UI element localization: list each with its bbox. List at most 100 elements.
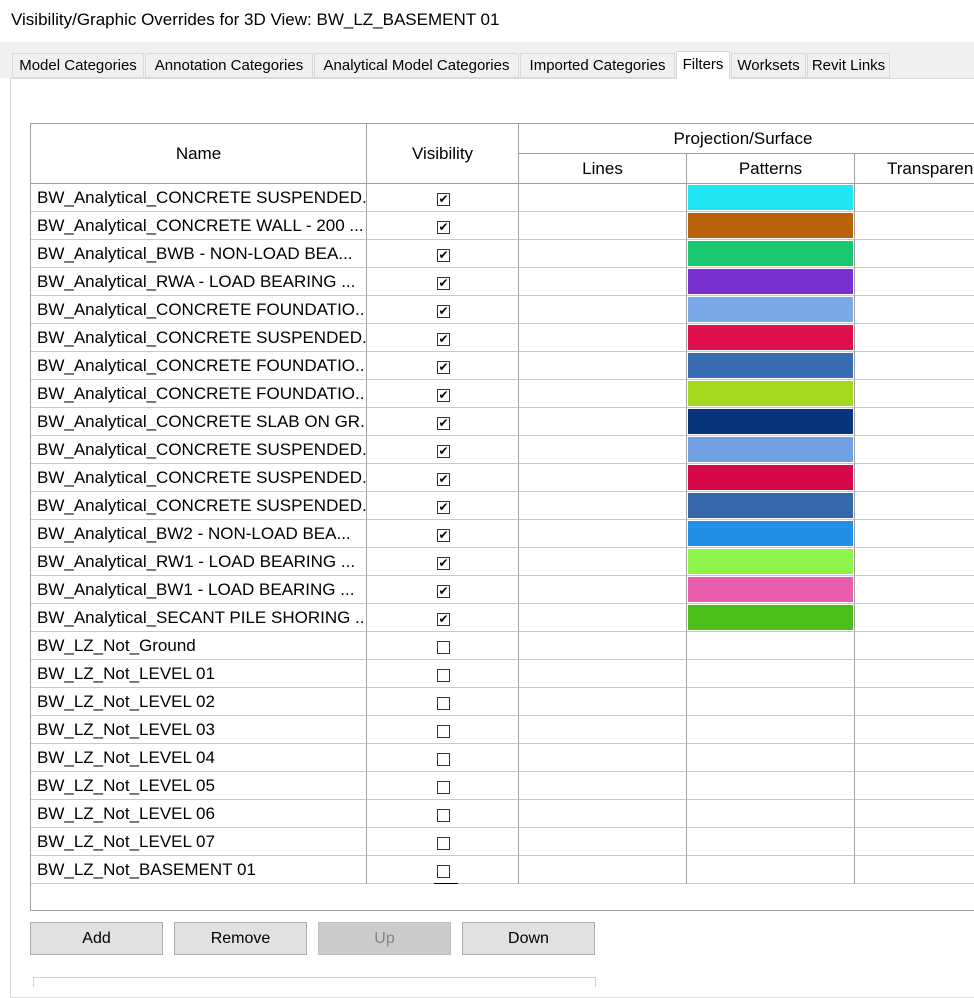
patterns-override-cell[interactable] — [687, 464, 855, 492]
patterns-override-cell[interactable] — [687, 548, 855, 576]
lines-override-cell[interactable] — [519, 240, 687, 268]
remove-button[interactable]: Remove — [174, 922, 307, 955]
transparency-override-cell[interactable] — [855, 576, 974, 604]
table-row[interactable]: BW_Analytical_CONCRETE SUSPENDED... ✔ — [31, 492, 974, 520]
filter-name-cell[interactable]: BW_LZ_Not_LEVEL 05 — [31, 772, 367, 800]
table-row[interactable]: BW_LZ_Not_BASEMENT 01 — [31, 856, 974, 884]
patterns-override-cell[interactable] — [687, 856, 855, 884]
transparency-override-cell[interactable] — [855, 548, 974, 576]
lines-override-cell[interactable] — [519, 380, 687, 408]
filter-name-cell[interactable]: BW_LZ_Not_LEVEL 03 — [31, 716, 367, 744]
lines-override-cell[interactable] — [519, 296, 687, 324]
lines-override-cell[interactable] — [519, 324, 687, 352]
lines-override-cell[interactable] — [519, 352, 687, 380]
filter-name-cell[interactable]: BW_Analytical_CONCRETE FOUNDATIO... — [31, 352, 367, 380]
header-patterns[interactable]: Patterns — [687, 154, 855, 184]
tab-analytical-model-categories[interactable]: Analytical Model Categories — [314, 53, 519, 78]
visibility-checkbox[interactable]: ✔ — [437, 304, 450, 318]
patterns-override-cell[interactable] — [687, 688, 855, 716]
lines-override-cell[interactable] — [519, 492, 687, 520]
filter-name-cell[interactable]: BW_Analytical_CONCRETE FOUNDATIO... — [31, 380, 367, 408]
visibility-checkbox[interactable] — [437, 753, 450, 766]
table-row[interactable]: BW_Analytical_BWB - NON-LOAD BEA... ✔ — [31, 240, 974, 268]
table-row[interactable]: BW_Analytical_BW1 - LOAD BEARING ... ✔ — [31, 576, 974, 604]
filter-name-cell[interactable]: BW_LZ_Not_LEVEL 07 — [31, 828, 367, 856]
patterns-override-cell[interactable] — [687, 380, 855, 408]
transparency-override-cell[interactable] — [855, 268, 974, 296]
filter-name-cell[interactable]: BW_Analytical_CONCRETE WALL - 200 ... — [31, 212, 367, 240]
patterns-override-cell[interactable] — [687, 604, 855, 632]
lines-override-cell[interactable] — [519, 632, 687, 660]
lines-override-cell[interactable] — [519, 716, 687, 744]
patterns-override-cell[interactable] — [687, 492, 855, 520]
visibility-checkbox[interactable]: ✔ — [437, 500, 450, 514]
lines-override-cell[interactable] — [519, 184, 687, 212]
table-row[interactable]: BW_Analytical_CONCRETE SUSPENDED... ✔ — [31, 324, 974, 352]
filter-name-cell[interactable]: BW_LZ_Not_LEVEL 01 — [31, 660, 367, 688]
table-row[interactable]: BW_Analytical_RWA - LOAD BEARING ... ✔ — [31, 268, 974, 296]
visibility-checkbox[interactable] — [437, 725, 450, 738]
table-row[interactable]: BW_Analytical_CONCRETE FOUNDATIO... ✔ — [31, 352, 974, 380]
filter-name-cell[interactable]: BW_Analytical_CONCRETE FOUNDATIO... — [31, 296, 367, 324]
transparency-override-cell[interactable] — [855, 520, 974, 548]
lines-override-cell[interactable] — [519, 212, 687, 240]
visibility-checkbox[interactable] — [437, 697, 450, 710]
transparency-override-cell[interactable] — [855, 660, 974, 688]
transparency-override-cell[interactable] — [855, 604, 974, 632]
lines-override-cell[interactable] — [519, 520, 687, 548]
table-row[interactable]: BW_LZ_Not_LEVEL 01 — [31, 660, 974, 688]
lines-override-cell[interactable] — [519, 408, 687, 436]
table-row[interactable]: BW_Analytical_CONCRETE WALL - 200 ... ✔ — [31, 212, 974, 240]
visibility-checkbox[interactable]: ✔ — [437, 444, 450, 458]
visibility-checkbox[interactable]: ✔ — [437, 248, 450, 262]
visibility-checkbox[interactable]: ✔ — [437, 612, 450, 626]
transparency-override-cell[interactable] — [855, 184, 974, 212]
visibility-checkbox[interactable] — [437, 809, 450, 822]
filter-name-cell[interactable]: BW_Analytical_BW1 - LOAD BEARING ... — [31, 576, 367, 604]
patterns-override-cell[interactable] — [687, 212, 855, 240]
header-name[interactable]: Name — [31, 124, 367, 184]
transparency-override-cell[interactable] — [855, 856, 974, 884]
table-row[interactable]: BW_Analytical_BW2 - NON-LOAD BEA... ✔ — [31, 520, 974, 548]
lines-override-cell[interactable] — [519, 688, 687, 716]
transparency-override-cell[interactable] — [855, 408, 974, 436]
transparency-override-cell[interactable] — [855, 828, 974, 856]
add-button[interactable]: Add — [30, 922, 163, 955]
table-row[interactable]: BW_Analytical_CONCRETE SUSPENDED... ✔ — [31, 184, 974, 212]
filter-name-cell[interactable]: BW_Analytical_CONCRETE SUSPENDED... — [31, 184, 367, 212]
header-transparency[interactable]: Transparency — [855, 154, 974, 184]
tab-worksets[interactable]: Worksets — [731, 53, 806, 78]
transparency-override-cell[interactable] — [855, 324, 974, 352]
tab-revit-links[interactable]: Revit Links — [807, 53, 890, 78]
lines-override-cell[interactable] — [519, 268, 687, 296]
filter-name-cell[interactable]: BW_Analytical_CONCRETE SLAB ON GR... — [31, 408, 367, 436]
visibility-checkbox[interactable]: ✔ — [437, 220, 450, 234]
table-row[interactable]: BW_Analytical_CONCRETE SUSPENDED... ✔ — [31, 436, 974, 464]
table-row[interactable]: BW_LZ_Not_LEVEL 06 — [31, 800, 974, 828]
patterns-override-cell[interactable] — [687, 800, 855, 828]
patterns-override-cell[interactable] — [687, 268, 855, 296]
tab-model-categories[interactable]: Model Categories — [12, 53, 144, 78]
patterns-override-cell[interactable] — [687, 184, 855, 212]
lines-override-cell[interactable] — [519, 828, 687, 856]
visibility-checkbox[interactable] — [437, 781, 450, 794]
table-row[interactable]: BW_LZ_Not_LEVEL 03 — [31, 716, 974, 744]
visibility-checkbox[interactable] — [437, 837, 450, 850]
tab-annotation-categories[interactable]: Annotation Categories — [145, 53, 313, 78]
table-row[interactable]: BW_Analytical_CONCRETE FOUNDATIO... ✔ — [31, 296, 974, 324]
visibility-checkbox[interactable]: ✔ — [437, 528, 450, 542]
tab-imported-categories[interactable]: Imported Categories — [520, 53, 675, 78]
lines-override-cell[interactable] — [519, 744, 687, 772]
patterns-override-cell[interactable] — [687, 324, 855, 352]
table-row[interactable]: BW_LZ_Not_LEVEL 05 — [31, 772, 974, 800]
patterns-override-cell[interactable] — [687, 828, 855, 856]
visibility-checkbox[interactable]: ✔ — [437, 192, 450, 206]
transparency-override-cell[interactable] — [855, 772, 974, 800]
filter-name-cell[interactable]: BW_Analytical_CONCRETE SUSPENDED... — [31, 436, 367, 464]
lines-override-cell[interactable] — [519, 464, 687, 492]
transparency-override-cell[interactable] — [855, 744, 974, 772]
visibility-checkbox[interactable]: ✔ — [437, 388, 450, 402]
filter-name-cell[interactable]: BW_Analytical_BWB - NON-LOAD BEA... — [31, 240, 367, 268]
transparency-override-cell[interactable] — [855, 688, 974, 716]
filter-name-cell[interactable]: BW_Analytical_SECANT PILE SHORING ... — [31, 604, 367, 632]
